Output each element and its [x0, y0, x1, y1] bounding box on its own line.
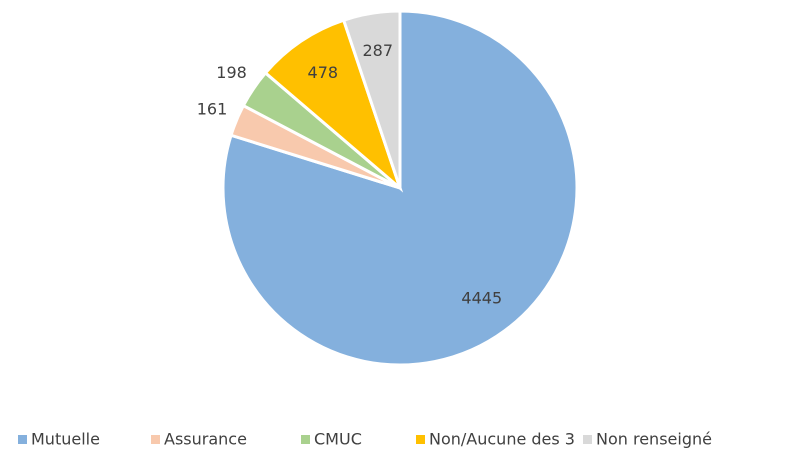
- data-label: 198: [216, 63, 247, 82]
- data-label: 478: [308, 63, 339, 82]
- legend-label: Non/Aucune des 3: [429, 430, 575, 449]
- data-label: 161: [197, 99, 228, 118]
- legend-label: Non renseigné: [596, 430, 712, 449]
- legend-swatch: [18, 435, 27, 444]
- legend-label: Assurance: [164, 430, 247, 449]
- data-label: 4445: [461, 289, 502, 308]
- legend-label: CMUC: [314, 430, 362, 449]
- pie-slice: [341, 9, 402, 189]
- legend-swatch: [151, 435, 160, 444]
- pie-slice: [221, 9, 579, 367]
- legend-swatch: [583, 435, 592, 444]
- legend-swatch: [301, 435, 310, 444]
- pie-slice: [263, 18, 404, 193]
- legend-swatch: [416, 435, 425, 444]
- legend-label: Mutuelle: [31, 430, 100, 449]
- data-label: 287: [362, 41, 393, 60]
